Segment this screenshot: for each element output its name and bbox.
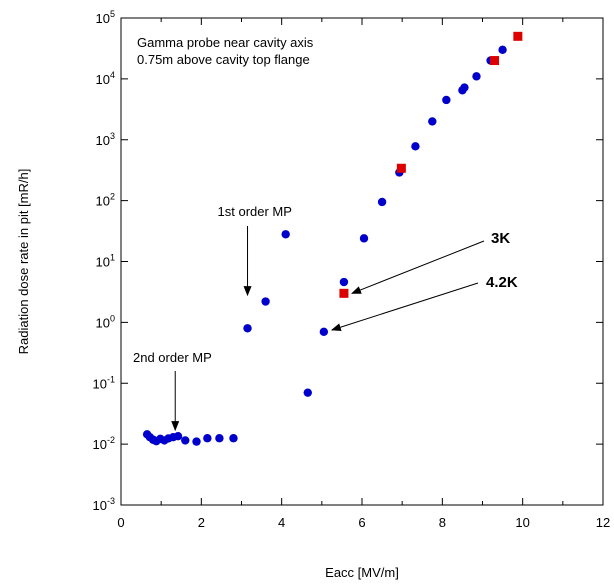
data-point-square <box>490 56 500 66</box>
info-text-line-2: 0.75m above cavity top flange <box>137 52 310 67</box>
y-tick-label: 101 <box>96 253 115 270</box>
data-point-circle <box>411 142 420 151</box>
y-tick-label: 102 <box>96 192 115 209</box>
annotations: 1st order MP 2nd order MP 3K 4.2K <box>133 204 518 432</box>
data-point-circle <box>181 436 190 445</box>
info-text-line-1: Gamma probe near cavity axis <box>137 35 314 50</box>
data-points <box>142 31 523 446</box>
x-tick-label: 2 <box>198 515 205 530</box>
annotation-2nd-order-mp: 2nd order MP <box>133 350 212 365</box>
axis-ticks <box>120 17 604 506</box>
data-point-circle <box>442 95 451 105</box>
data-point-circle <box>460 83 469 92</box>
y-tick-label: 10-2 <box>93 435 115 452</box>
x-tick-label: 12 <box>596 515 610 530</box>
data-point-circle <box>173 431 183 441</box>
data-point-circle <box>303 388 312 397</box>
x-tick-labels: 0 2 4 6 8 10 12 <box>117 515 610 530</box>
data-point-circle <box>229 434 238 443</box>
data-point-circle <box>243 324 252 333</box>
data-point-square <box>513 31 523 41</box>
data-point-square <box>396 163 406 173</box>
x-tick-label: 6 <box>358 515 365 530</box>
y-tick-label: 10-1 <box>93 374 115 391</box>
plot-frame <box>120 17 604 506</box>
y-axis-label: Radiation dose rate in pit [mR/h] <box>16 169 31 355</box>
y-tick-label: 103 <box>96 131 115 148</box>
x-tick-label: 4 <box>278 515 285 530</box>
annotation-4-2k: 4.2K <box>486 274 518 291</box>
y-tick-label: 10-3 <box>93 496 115 513</box>
data-point-circle <box>261 297 270 306</box>
data-point-square <box>339 288 349 298</box>
data-point-circle <box>192 437 201 446</box>
arrow-4-2k <box>330 282 479 332</box>
data-point-circle <box>359 234 369 243</box>
data-point-circle <box>215 434 224 443</box>
data-point-circle <box>281 230 290 239</box>
annotation-1st-order-mp: 1st order MP <box>218 204 292 219</box>
x-axis-label: Eacc [MV/m] <box>325 565 399 580</box>
x-tick-label: 8 <box>439 515 446 530</box>
y-tick-label: 105 <box>96 9 115 26</box>
data-point-circle <box>319 327 329 337</box>
annotation-3k: 3K <box>491 230 510 247</box>
data-point-circle <box>498 45 507 55</box>
data-point-circle <box>472 72 481 81</box>
x-tick-label: 0 <box>117 515 124 530</box>
y-tick-label: 100 <box>96 313 115 330</box>
y-tick-label: 104 <box>96 70 115 87</box>
arrow-3k <box>351 240 485 294</box>
data-point-circle <box>203 434 212 443</box>
x-tick-label: 10 <box>515 515 529 530</box>
data-point-circle <box>339 277 349 287</box>
data-point-circle <box>428 117 437 126</box>
data-point-circle <box>377 197 387 207</box>
y-tick-labels: 10-3 10-2 10-1 100 101 102 103 104 105 <box>93 9 115 513</box>
